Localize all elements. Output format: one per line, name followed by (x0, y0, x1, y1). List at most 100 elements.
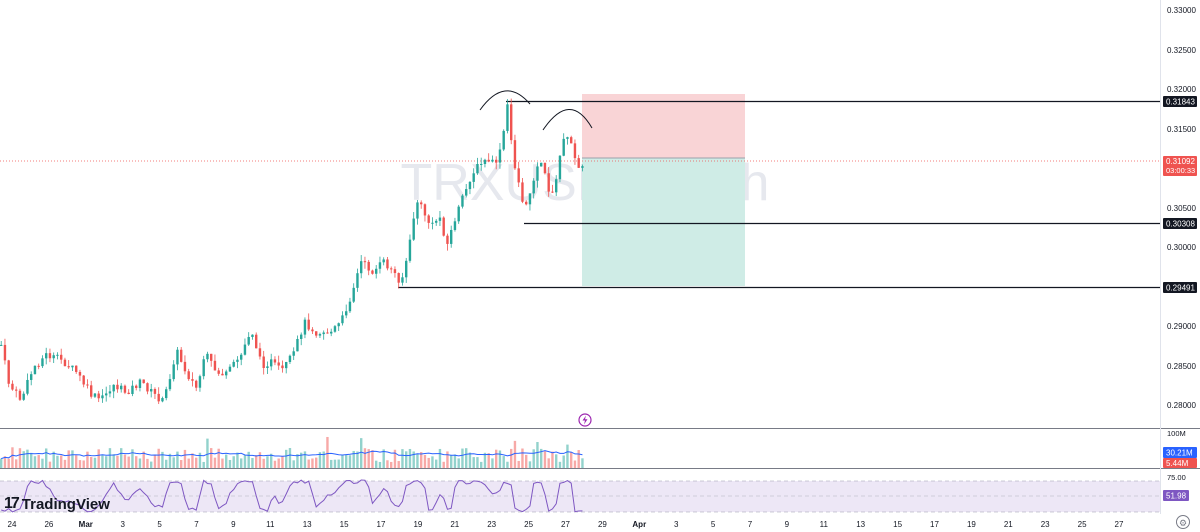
candle-body (517, 168, 520, 183)
volume-bar (435, 459, 438, 468)
current-price-label (1163, 156, 1197, 176)
candle-body (408, 239, 412, 261)
candle-body (285, 361, 288, 369)
candle-body (45, 353, 48, 359)
volume-bar (386, 460, 389, 468)
time-axis-label: 17 (377, 520, 386, 529)
volume-bar (393, 449, 397, 468)
rsi-band (0, 481, 1160, 512)
volume-bar (453, 454, 457, 468)
candle-body (142, 379, 145, 384)
volume-bar (517, 460, 520, 468)
candle-body (318, 334, 322, 336)
volume-bar (536, 442, 539, 468)
candle-body (476, 163, 479, 174)
time-axis-label: 24 (8, 520, 17, 529)
volume-bar (48, 461, 52, 468)
time-axis-label: 7 (194, 520, 199, 529)
take-profit-zone[interactable] (582, 158, 745, 286)
candle-body (513, 140, 517, 169)
time-axis-label: 21 (450, 520, 459, 529)
candle-body (375, 268, 378, 274)
volume-bar (67, 450, 70, 468)
volume-bar (157, 448, 160, 468)
candle-body (378, 262, 382, 269)
tradingview-logo[interactable]: 17 TradingView (4, 495, 110, 513)
volume-bar (127, 456, 130, 468)
tradingview-logo-text: TradingView (21, 495, 110, 513)
volume-bar (566, 444, 569, 468)
volume-bar (135, 456, 138, 468)
stop-loss-zone[interactable] (582, 94, 745, 158)
volume-ma-text: 30.21M (1166, 449, 1193, 458)
candle-body (67, 366, 70, 368)
volume-bar (330, 459, 333, 468)
candle-body (202, 359, 205, 377)
volume-bar (577, 450, 580, 468)
arc-drawing-right[interactable] (542, 109, 593, 131)
candle-body (168, 379, 172, 390)
candle-body (412, 218, 415, 240)
time-axis-label: 15 (893, 520, 902, 529)
time-axis-label: 19 (967, 520, 976, 529)
candle-body (243, 344, 247, 355)
volume-bar (270, 453, 273, 468)
volume-bar (318, 452, 322, 468)
candle-body (206, 353, 209, 360)
candle-body (581, 166, 584, 168)
volume-bar (315, 457, 318, 468)
volume-bar (307, 459, 310, 468)
time-axis[interactable]: 24 26 Mar 3 5 7 9 11 13 15 17 19 21 23 25 27 29 Apr 3 5 7 9 11… (8, 520, 1124, 529)
resistance-price-text: 0.31843 (1166, 98, 1195, 107)
arc-drawing-left[interactable] (479, 90, 531, 111)
volume-bar (60, 455, 63, 468)
candle-body (360, 261, 363, 274)
volume-bar (341, 454, 344, 468)
candle-body (457, 206, 460, 222)
volume-bar (176, 451, 179, 468)
volume-bar (93, 457, 97, 468)
volume-bar (375, 460, 378, 468)
candle-body (232, 361, 235, 367)
volume-bar (337, 459, 340, 468)
gear-icon[interactable]: ⚙ (1176, 515, 1190, 529)
candle-body (521, 182, 524, 202)
volume-bar (131, 449, 134, 468)
time-axis-label: 5 (711, 520, 716, 529)
candle-body (397, 273, 400, 283)
volume-bar (225, 454, 228, 468)
volume-bar (191, 453, 194, 468)
candle-body (453, 221, 457, 230)
volume-bar (397, 461, 400, 468)
time-axis-label: 3 (120, 520, 125, 529)
candle-body (157, 393, 160, 402)
volume-bar (483, 452, 487, 468)
candlestick-series[interactable] (0, 98, 584, 405)
candle-body (427, 215, 430, 223)
candle-body (326, 332, 329, 334)
candle-body (446, 235, 449, 244)
volume-bar (442, 461, 445, 468)
candle-body (153, 389, 157, 394)
candle-body (525, 201, 528, 205)
time-axis-label: Mar (79, 520, 93, 529)
candle-body (536, 166, 539, 181)
volume-bar (551, 451, 554, 468)
volume-bar (150, 461, 153, 468)
resistance-price-label (1163, 96, 1197, 107)
candle-body (498, 149, 502, 163)
candle-body (566, 137, 569, 139)
candle-body (135, 385, 138, 388)
candle-body (82, 375, 85, 385)
volume-value-label (1163, 458, 1197, 468)
candle-body (483, 159, 487, 164)
time-axis-label: 13 (856, 520, 865, 529)
volume-bar (465, 448, 468, 468)
volume-bar (247, 451, 250, 468)
candle-body (315, 331, 318, 336)
volume-bar (420, 452, 423, 468)
volume-bar (513, 440, 517, 468)
candle-body (71, 365, 74, 368)
candle-body (180, 349, 183, 362)
